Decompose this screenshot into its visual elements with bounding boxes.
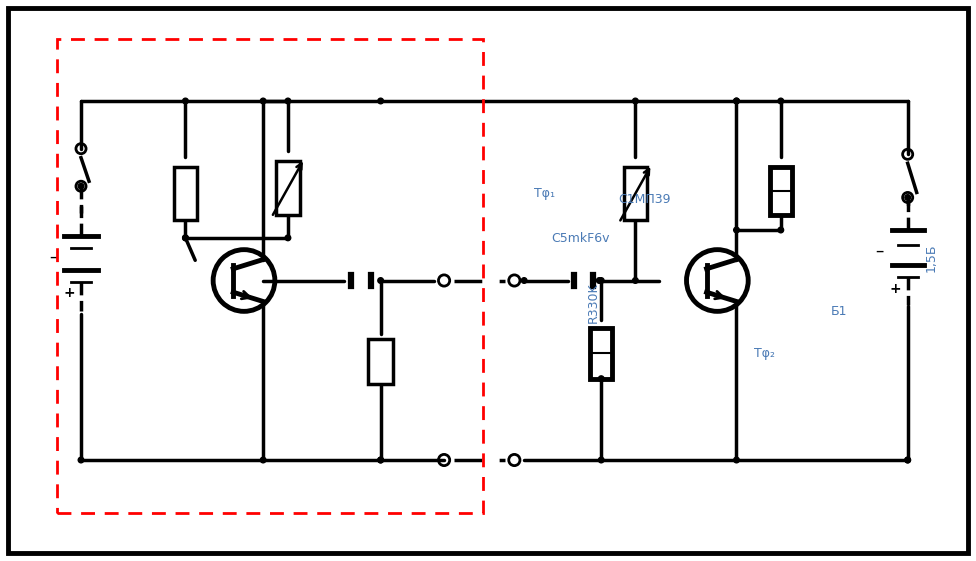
Circle shape — [183, 235, 188, 241]
Circle shape — [183, 235, 188, 241]
Text: +: + — [63, 287, 75, 301]
Text: Тφ₂: Тφ₂ — [753, 347, 775, 360]
Circle shape — [378, 457, 384, 463]
Circle shape — [734, 98, 739, 104]
Circle shape — [378, 457, 384, 463]
FancyBboxPatch shape — [8, 8, 968, 553]
Text: 1,5Б: 1,5Б — [924, 244, 938, 272]
Bar — [624, 167, 647, 220]
Circle shape — [632, 278, 638, 283]
Bar — [368, 339, 393, 384]
Text: С1МП39: С1МП39 — [618, 192, 671, 206]
Circle shape — [78, 457, 84, 463]
Text: Тφ₁: Тφ₁ — [534, 187, 555, 200]
Circle shape — [378, 98, 384, 104]
Circle shape — [596, 278, 602, 283]
Circle shape — [285, 98, 291, 104]
Circle shape — [261, 457, 265, 463]
Circle shape — [734, 457, 739, 463]
Circle shape — [905, 457, 911, 463]
Circle shape — [598, 278, 604, 283]
Circle shape — [734, 227, 739, 233]
Circle shape — [778, 98, 784, 104]
Circle shape — [78, 183, 84, 189]
Bar — [590, 328, 612, 379]
Text: –: – — [49, 247, 58, 265]
Circle shape — [285, 235, 291, 241]
Text: C5mkF6v: C5mkF6v — [551, 232, 610, 245]
Circle shape — [905, 457, 911, 463]
Circle shape — [261, 98, 265, 104]
Circle shape — [905, 195, 911, 200]
Text: R330K: R330K — [587, 283, 600, 323]
Circle shape — [378, 278, 384, 283]
Circle shape — [183, 98, 188, 104]
Text: Б1: Б1 — [832, 305, 847, 318]
Circle shape — [521, 278, 527, 283]
Circle shape — [778, 227, 784, 233]
Circle shape — [632, 98, 638, 104]
Circle shape — [598, 376, 604, 381]
Text: –: – — [875, 241, 884, 259]
Circle shape — [734, 98, 739, 104]
Bar — [770, 167, 792, 215]
Bar — [174, 167, 197, 220]
Text: +: + — [890, 282, 902, 296]
Circle shape — [598, 457, 604, 463]
Bar — [276, 162, 300, 215]
